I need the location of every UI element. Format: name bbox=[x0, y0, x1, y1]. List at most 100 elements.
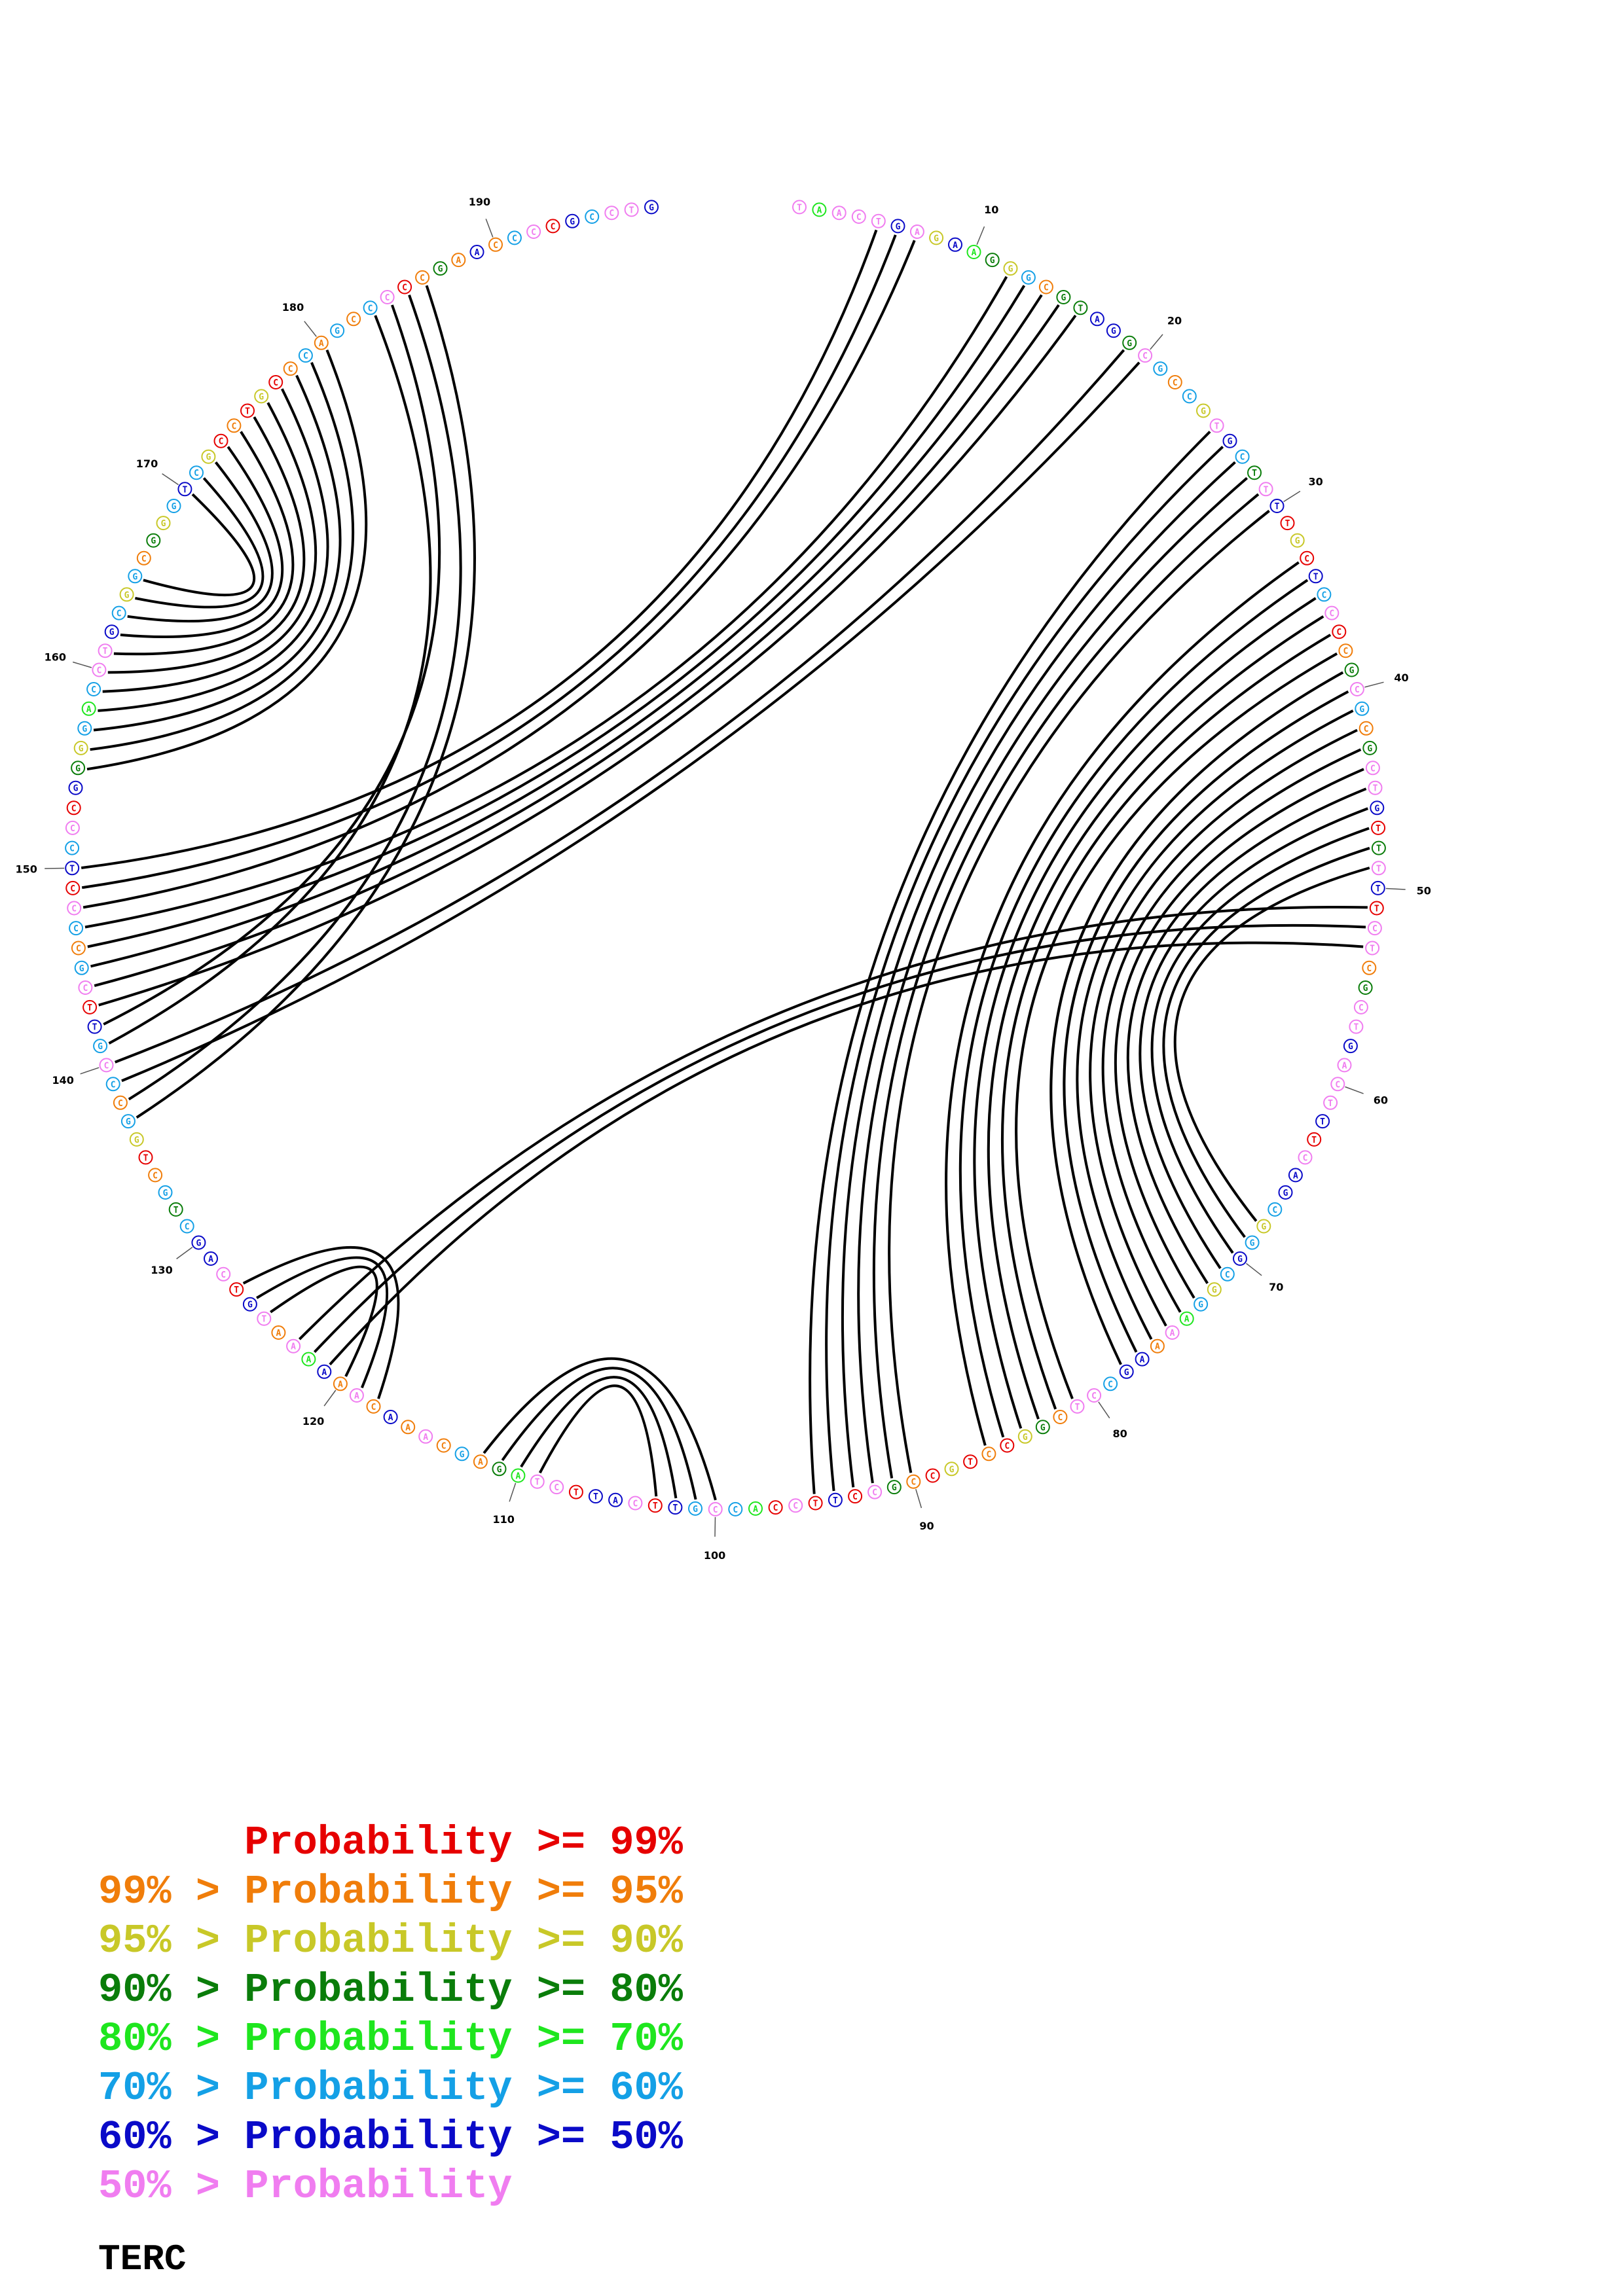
nucleotide-circle bbox=[120, 1114, 136, 1129]
nucleotide-circle bbox=[111, 605, 126, 620]
tick-label: 50 bbox=[1417, 884, 1431, 897]
nucleotide-circle bbox=[1153, 361, 1168, 376]
nucleotide-letter: C bbox=[1329, 609, 1334, 619]
nucleotide-letter: T bbox=[261, 1315, 266, 1325]
base-pair-arc bbox=[114, 349, 1125, 1064]
nucleotide: T bbox=[1371, 861, 1386, 876]
nucleotide-letter: C bbox=[273, 378, 278, 388]
base-pair-arc bbox=[313, 924, 1366, 1354]
nucleotide: A bbox=[1179, 1311, 1194, 1326]
nucleotide-circle bbox=[1106, 323, 1121, 338]
nucleotide-circle bbox=[792, 200, 807, 215]
nucleotide-circle bbox=[366, 1399, 381, 1414]
nucleotide: C bbox=[604, 206, 619, 221]
nucleotide-circle bbox=[469, 245, 484, 259]
base-pair-arc bbox=[102, 402, 318, 693]
nucleotide-letter: C bbox=[351, 315, 356, 325]
nucleotide: G bbox=[1343, 1039, 1358, 1054]
nucleotide-letter: G bbox=[82, 725, 87, 734]
nucleotide-circle bbox=[549, 1480, 564, 1495]
nucleotide: C bbox=[1235, 449, 1250, 464]
base-pair-arc bbox=[298, 905, 1368, 1340]
nucleotide-circle bbox=[1122, 335, 1137, 350]
nucleotide-circle bbox=[1179, 1311, 1194, 1326]
nucleotide-circle bbox=[1298, 1150, 1313, 1165]
nucleotide-letter: C bbox=[1335, 1080, 1340, 1090]
nucleotide-letter: T bbox=[87, 1003, 92, 1013]
nucleotide-letter: C bbox=[71, 905, 77, 914]
nucleotide-letter: C bbox=[1364, 725, 1369, 734]
nucleotide-letter: T bbox=[1374, 905, 1379, 914]
nucleotide: C bbox=[788, 1498, 803, 1513]
tick-label: 150 bbox=[15, 863, 37, 876]
nucleotide-circle bbox=[229, 1282, 244, 1297]
nucleotide: T bbox=[1365, 941, 1380, 956]
nucleotide: T bbox=[1070, 1399, 1085, 1414]
base-pair-arc bbox=[87, 285, 1026, 948]
nucleotide: C bbox=[1324, 605, 1340, 620]
nucleotide-circle bbox=[333, 1376, 348, 1391]
nucleotide-circle bbox=[985, 253, 1000, 268]
nucleotide-letter: C bbox=[1336, 628, 1341, 637]
nucleotide-letter: G bbox=[134, 1136, 139, 1145]
nucleotide: A bbox=[511, 1468, 526, 1483]
nucleotide: C bbox=[1338, 643, 1353, 658]
nucleotide-circle bbox=[473, 1454, 488, 1469]
nucleotide-letter: G bbox=[79, 744, 84, 754]
nucleotide: G bbox=[330, 323, 345, 338]
nucleotide-circle bbox=[1209, 418, 1224, 433]
nucleotide-letter: G bbox=[196, 1239, 201, 1249]
base-pair-arc bbox=[127, 461, 274, 622]
nucleotide-circle bbox=[708, 1501, 723, 1516]
nucleotide-circle bbox=[608, 1492, 623, 1507]
nucleotide-letter: A bbox=[306, 1355, 311, 1365]
nucleotide-letter: C bbox=[1355, 685, 1360, 695]
nucleotide-letter: T bbox=[92, 1023, 98, 1033]
nucleotide-letter: G bbox=[1040, 1423, 1046, 1433]
nucleotide-circle bbox=[436, 1438, 451, 1453]
nucleotide-circle bbox=[1370, 880, 1385, 895]
nucleotide-letter: T bbox=[245, 407, 250, 417]
nucleotide: G bbox=[68, 780, 83, 795]
nucleotide-circle bbox=[1233, 1251, 1247, 1266]
nucleotide-circle bbox=[1278, 1185, 1293, 1200]
nucleotide-letter: A bbox=[1155, 1342, 1160, 1352]
nucleotide-letter: G bbox=[1061, 293, 1066, 303]
nucleotide-letter: T bbox=[1264, 485, 1269, 495]
nucleotide: G bbox=[1370, 800, 1385, 816]
base-pair-arc bbox=[270, 1265, 378, 1377]
nucleotide-letter: G bbox=[1212, 1285, 1217, 1295]
nucleotide-circle bbox=[1167, 375, 1182, 389]
nucleotide: T bbox=[808, 1496, 823, 1511]
nucleotide-circle bbox=[1194, 1297, 1209, 1312]
nucleotide: G bbox=[454, 1446, 469, 1462]
nucleotide: A bbox=[383, 1410, 398, 1424]
nucleotide: G bbox=[890, 219, 905, 234]
nucleotide: C bbox=[179, 1219, 194, 1234]
base-pair-arc bbox=[98, 314, 1077, 1007]
nucleotide-letter: G bbox=[1026, 274, 1031, 283]
base-pair-arc bbox=[1089, 728, 1358, 1327]
nucleotide: A bbox=[1288, 1168, 1303, 1183]
nucleotide-letter: G bbox=[438, 264, 443, 274]
nucleotide: C bbox=[216, 1266, 231, 1282]
nucleotide-circle bbox=[526, 224, 541, 239]
nucleotide-circle bbox=[585, 209, 600, 224]
nucleotide: A bbox=[349, 1388, 364, 1403]
nucleotide: T bbox=[828, 1492, 843, 1507]
nucleotide: G bbox=[191, 1235, 206, 1250]
tick-mark bbox=[176, 1246, 193, 1260]
nucleotide-letter: T bbox=[813, 1499, 818, 1509]
nucleotide: C bbox=[113, 1095, 128, 1110]
nucleotide: G bbox=[1278, 1185, 1293, 1200]
nucleotide-circle bbox=[1324, 605, 1340, 620]
nucleotide-letter: A bbox=[1184, 1315, 1190, 1325]
nucleotide: G bbox=[1106, 323, 1121, 338]
tick-mark bbox=[1385, 888, 1406, 890]
nucleotide: A bbox=[1135, 1352, 1150, 1367]
base-pair-arc bbox=[809, 431, 1211, 1494]
nucleotide-circle bbox=[204, 1251, 218, 1266]
nucleotide: C bbox=[1367, 921, 1382, 936]
nucleotide-circle bbox=[82, 999, 98, 1014]
tick-mark bbox=[485, 219, 494, 238]
